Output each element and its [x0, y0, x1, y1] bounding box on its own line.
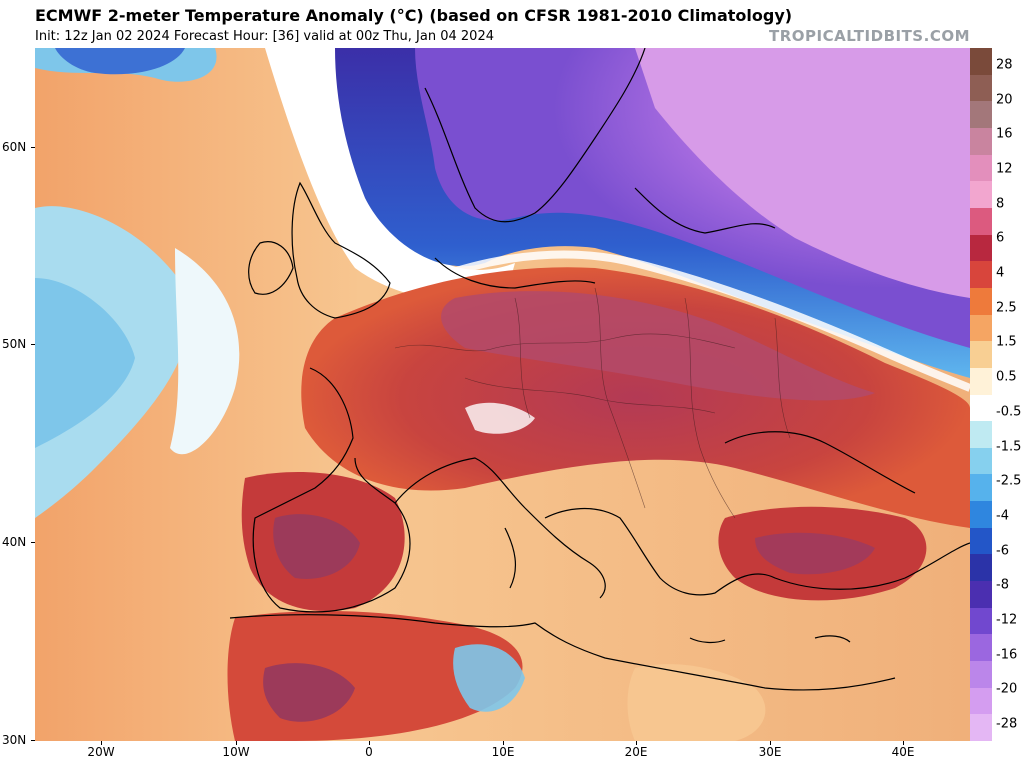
colorbar-label: -16 [996, 647, 1018, 663]
lat-tick [31, 740, 35, 741]
page-title: ECMWF 2-meter Temperature Anomaly (°C) (… [35, 6, 793, 25]
coastlines [229, 48, 970, 691]
lon-label-40e: 40E [891, 745, 915, 759]
lat-tick [31, 344, 35, 345]
colorbar-label: -8 [996, 577, 1009, 593]
lat-label-50n: 50N [2, 337, 27, 351]
colorbar-segment [970, 394, 992, 422]
colorbar-segment [970, 687, 992, 715]
anomaly-field [35, 48, 970, 741]
colorbar-label: 8 [996, 196, 1005, 212]
lat-label-60n: 60N [2, 140, 27, 154]
source-watermark: TROPICALTIDBITS.COM [769, 27, 970, 45]
colorbar-segment [970, 607, 992, 635]
lon-label-10w: 10W [222, 745, 250, 759]
lon-label-30e: 30E [758, 745, 782, 759]
lon-tick [101, 741, 102, 745]
colorbar-label: 6 [996, 230, 1005, 246]
colorbar-label: -28 [996, 716, 1018, 732]
lon-label-20w: 20W [87, 745, 115, 759]
colorbar-segment [970, 101, 992, 129]
colorbar-label: 28 [996, 57, 1013, 73]
lon-tick [503, 741, 504, 745]
colorbar-label: 4 [996, 265, 1005, 281]
lon-tick [903, 741, 904, 745]
lat-label-30n: 30N [2, 733, 27, 747]
colorbar-segment [970, 447, 992, 475]
colorbar-label: -6 [996, 543, 1009, 559]
colorbar-label: -20 [996, 681, 1018, 697]
lat-tick [31, 542, 35, 543]
colorbar-segment [970, 367, 992, 395]
colorbar-segment [970, 181, 992, 209]
colorbar-segment [970, 421, 992, 449]
lon-label-10e: 10E [491, 745, 515, 759]
colorbar-segment [970, 527, 992, 555]
colorbar-segment [970, 74, 992, 102]
colorbar-segment [970, 48, 992, 76]
colorbar-segment [970, 207, 992, 236]
lon-tick [770, 741, 771, 745]
colorbar-label: -1.5 [996, 439, 1022, 455]
colorbar-label: -12 [996, 612, 1018, 628]
lon-label-0: 0 [365, 745, 373, 759]
lat-tick [31, 147, 35, 148]
colorbar-label: 2.5 [996, 300, 1017, 316]
lon-tick [236, 741, 237, 745]
colorbar-label: -0.5 [996, 404, 1022, 420]
lon-tick [369, 741, 370, 745]
lon-tick [636, 741, 637, 745]
colorbar-segment [970, 581, 992, 609]
colorbar-segment [970, 474, 992, 502]
colorbar [970, 48, 992, 742]
colorbar-segment [970, 341, 992, 369]
colorbar-segment [970, 127, 992, 156]
anomaly-map[interactable] [35, 48, 970, 741]
colorbar-label: 20 [996, 92, 1013, 108]
lon-label-20e: 20E [624, 745, 648, 759]
colorbar-segment [970, 634, 992, 662]
colorbar-segment [970, 554, 992, 582]
colorbar-label: 0.5 [996, 369, 1017, 385]
colorbar-label: 16 [996, 126, 1013, 142]
colorbar-label: 12 [996, 161, 1013, 177]
colorbar-segment [970, 261, 992, 289]
colorbar-segment [970, 154, 992, 182]
forecast-info: Init: 12z Jan 02 2024 Forecast Hour: [36… [35, 29, 494, 44]
colorbar-label: 1.5 [996, 334, 1017, 350]
colorbar-label: -2.5 [996, 473, 1022, 489]
colorbar-segment [970, 314, 992, 342]
colorbar-label: -4 [996, 508, 1009, 524]
colorbar-segment [970, 501, 992, 529]
colorbar-segment [970, 287, 992, 316]
colorbar-segment [970, 661, 992, 689]
lat-label-40n: 40N [2, 535, 27, 549]
colorbar-segment [970, 714, 992, 742]
colorbar-segment [970, 234, 992, 262]
